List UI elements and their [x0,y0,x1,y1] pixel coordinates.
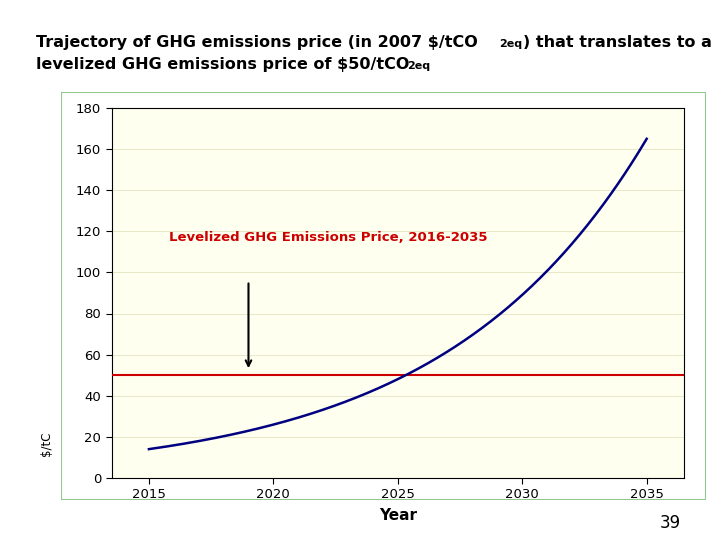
X-axis label: Year: Year [379,508,417,523]
Text: levelized GHG emissions price of \$50/tCO: levelized GHG emissions price of \$50/tC… [36,57,410,72]
Text: ) that translates to a: ) that translates to a [523,35,712,50]
Text: Trajectory of GHG emissions price (in 2007 \$/tCO: Trajectory of GHG emissions price (in 20… [36,35,478,50]
Text: $/tC: $/tC [40,432,53,456]
Text: 2eq: 2eq [499,39,522,50]
Text: 2eq: 2eq [407,61,430,71]
Text: 39: 39 [660,514,680,532]
Text: Levelized GHG Emissions Price, 2016-2035: Levelized GHG Emissions Price, 2016-2035 [168,231,487,244]
